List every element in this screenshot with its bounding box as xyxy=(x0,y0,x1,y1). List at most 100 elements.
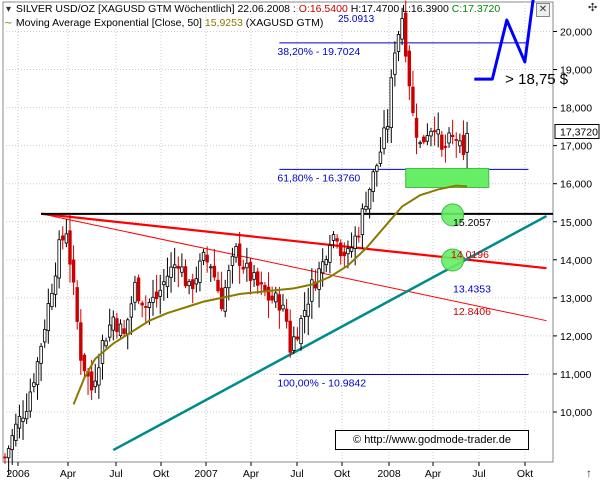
plot-border xyxy=(2,1,554,463)
candle-body xyxy=(183,266,188,287)
candle-body xyxy=(245,262,249,269)
y-axis: 10,000 11,000 12,000 13,000 14,000 15,000 16,0… xyxy=(553,0,600,419)
x-axis: 2006 Apr Jul Okt 2007 Apr Jul Okt 2008 Apr Jul Okt xyxy=(6,462,533,480)
candle-body xyxy=(194,278,199,285)
y-tick-label: 17,000 xyxy=(560,141,592,153)
candle-body xyxy=(349,247,354,252)
candle-body xyxy=(115,318,119,332)
candle-body xyxy=(404,12,408,57)
candle-body xyxy=(422,136,426,143)
candle-body xyxy=(111,316,115,331)
candle-body xyxy=(346,248,350,255)
candle-body xyxy=(317,268,321,290)
candle-body xyxy=(382,127,386,150)
candle-body xyxy=(414,117,419,138)
candle-body xyxy=(82,354,87,372)
x-tick-label: Apr xyxy=(60,468,77,480)
support-circle xyxy=(441,203,465,227)
candle-body xyxy=(68,230,72,265)
candle-body xyxy=(136,277,141,302)
candle-body xyxy=(230,255,235,266)
support-zone xyxy=(405,167,490,189)
candle-body xyxy=(126,319,130,335)
candle-body xyxy=(432,130,437,133)
candle-body xyxy=(407,50,412,87)
candle-body xyxy=(450,134,455,138)
candle-body xyxy=(375,165,379,172)
y-tick-label: 14,000 xyxy=(560,255,592,267)
candle-body xyxy=(270,295,274,301)
ema-line xyxy=(72,184,468,405)
candle-body xyxy=(162,281,166,286)
candle-body xyxy=(216,279,220,292)
candle-body xyxy=(28,391,32,412)
candle-body xyxy=(364,206,368,210)
candle-body xyxy=(97,367,101,386)
y-tick-label: 10,000 xyxy=(560,407,592,419)
ema-source: (XAGUSD GTM) xyxy=(245,17,324,29)
candle-body xyxy=(393,52,397,75)
candle-body xyxy=(14,423,18,441)
candle-body xyxy=(248,261,253,281)
candle-body xyxy=(198,260,202,283)
candle-body xyxy=(335,238,339,242)
y-tick-label: 20,000 xyxy=(560,27,592,39)
candle-body xyxy=(266,286,271,301)
candle-body xyxy=(411,86,415,114)
candle-body xyxy=(306,303,310,317)
candle-body xyxy=(288,320,292,353)
fibonacci-levels: 38,20% - 19.7024 61,80% - 16.3760 100,00% … xyxy=(277,42,529,390)
candle-body xyxy=(461,134,466,156)
candle-body xyxy=(259,282,264,285)
candle-body xyxy=(360,208,365,236)
candle-body xyxy=(61,235,65,241)
header-high: H:17.4700 xyxy=(350,3,400,15)
candle-body xyxy=(133,281,137,303)
candle-body xyxy=(396,34,401,52)
header-line-1: ▾ SILVER USD/OZ [XAGUSD GTM Wöchentlich]… xyxy=(4,3,500,15)
candle-body xyxy=(205,254,209,263)
expand-icon[interactable]: ✣ xyxy=(588,2,598,14)
scroll-up-arrow-icon[interactable]: ↑ xyxy=(586,466,592,480)
candles xyxy=(3,0,469,475)
candle-body xyxy=(367,189,372,210)
candle-body xyxy=(302,310,307,317)
candle-body xyxy=(35,361,40,386)
header-title: SILVER USD/OZ [XAGUSD GTM Wöchentlich] 2… xyxy=(15,3,299,15)
candle-body xyxy=(191,279,195,290)
y-tick-label: 12,000 xyxy=(560,331,592,343)
candle-body xyxy=(10,435,14,451)
candle-body xyxy=(252,272,256,280)
x-tick-label: Okt xyxy=(334,468,350,480)
header-low: L:16.3900 xyxy=(402,3,449,15)
x-tick-label: 2006 xyxy=(6,468,30,480)
ema-value: 15,9253 xyxy=(204,17,243,29)
candle-body xyxy=(64,233,69,244)
collapse-icon[interactable]: ▾ xyxy=(5,4,12,15)
close-window-button[interactable]: ✕ xyxy=(536,3,550,17)
x-tick-label: Jul xyxy=(472,468,485,480)
candle-body xyxy=(310,279,314,302)
candle-body xyxy=(187,281,191,287)
y-tick-label: 13,000 xyxy=(560,293,592,305)
level-label: 14.0196 xyxy=(451,249,489,261)
y-tick-label: 11,000 xyxy=(560,369,591,381)
y-tick-label: 18,000 xyxy=(560,103,592,115)
candle-body xyxy=(331,234,336,241)
candle-body xyxy=(223,287,227,312)
candle-body xyxy=(129,303,134,318)
header-close: C:17.3720 xyxy=(451,3,501,15)
projection-path xyxy=(474,0,535,81)
candle-body xyxy=(17,415,22,429)
candle-body xyxy=(107,324,112,338)
candle-body xyxy=(140,302,144,306)
candle-body xyxy=(71,259,76,283)
candle-body xyxy=(39,345,43,364)
candle-body xyxy=(234,246,238,258)
candle-body xyxy=(389,77,393,128)
target-annotation: > 18,75 $ xyxy=(505,71,569,88)
x-tick-label: Jul xyxy=(109,468,122,480)
candle-body xyxy=(209,266,213,269)
candle-body xyxy=(328,245,332,263)
